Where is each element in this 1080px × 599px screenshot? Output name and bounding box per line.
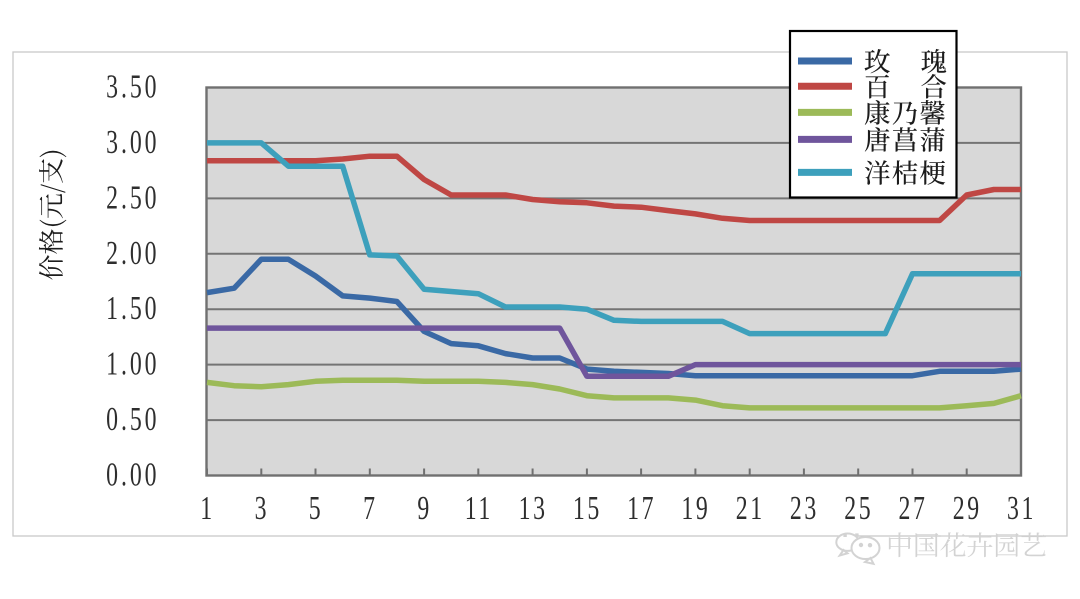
svg-text:15: 15: [573, 490, 602, 527]
svg-text:3.00: 3.00: [106, 124, 159, 161]
svg-text:17: 17: [627, 490, 656, 527]
svg-text:13: 13: [519, 490, 548, 527]
svg-text:7: 7: [363, 490, 377, 527]
svg-text:19: 19: [681, 490, 710, 527]
svg-text:25: 25: [844, 490, 873, 527]
svg-text:31: 31: [1007, 490, 1036, 527]
svg-text:11: 11: [465, 490, 493, 527]
svg-text:0.50: 0.50: [106, 401, 159, 438]
svg-text:29: 29: [953, 490, 982, 527]
svg-text:1.50: 1.50: [106, 290, 159, 327]
svg-text:1: 1: [200, 490, 214, 527]
svg-text:3: 3: [255, 490, 269, 527]
svg-text:2.00: 2.00: [106, 235, 159, 272]
svg-text:5: 5: [309, 490, 323, 527]
svg-text:23: 23: [790, 490, 819, 527]
svg-text:2.50: 2.50: [106, 179, 159, 216]
svg-text:27: 27: [899, 490, 928, 527]
svg-text:9: 9: [417, 490, 431, 527]
svg-text:1.00: 1.00: [106, 346, 159, 383]
svg-text:3.50: 3.50: [106, 69, 159, 106]
svg-text:0.00: 0.00: [106, 457, 159, 494]
svg-text:21: 21: [736, 490, 765, 527]
